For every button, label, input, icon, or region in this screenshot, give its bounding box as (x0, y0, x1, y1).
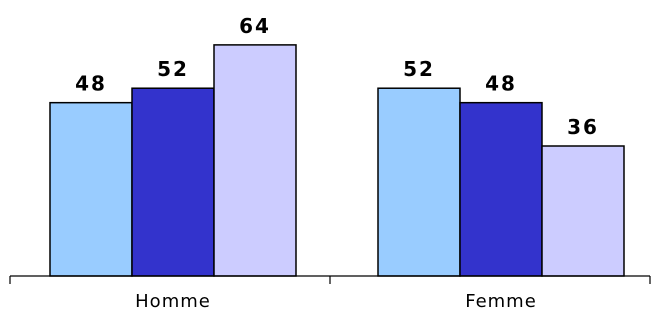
bar-homme-series-3 (213, 44, 297, 277)
x-axis: Homme Femme (9, 275, 651, 312)
x-tick-label-homme: Homme (135, 291, 211, 312)
data-label-homme-series-3: 64 (239, 14, 271, 38)
data-label-femme-series-2: 48 (485, 72, 517, 96)
data-label-homme-series-1: 48 (75, 72, 107, 96)
data-label-homme-series-2: 52 (157, 57, 189, 81)
bar-homme-series-2 (131, 87, 215, 277)
bar-homme-series-1 (49, 101, 133, 277)
bar-femme-series-3 (541, 145, 625, 277)
bar-femme-series-2 (459, 101, 543, 277)
x-tick-label-femme: Femme (465, 291, 537, 312)
bar-femme-series-1 (377, 87, 461, 277)
value-labels-layer: 48 52 64 52 48 36 (75, 14, 599, 139)
data-label-femme-series-1: 52 (403, 57, 435, 81)
bars-layer (49, 44, 625, 277)
data-label-femme-series-3: 36 (567, 115, 599, 139)
